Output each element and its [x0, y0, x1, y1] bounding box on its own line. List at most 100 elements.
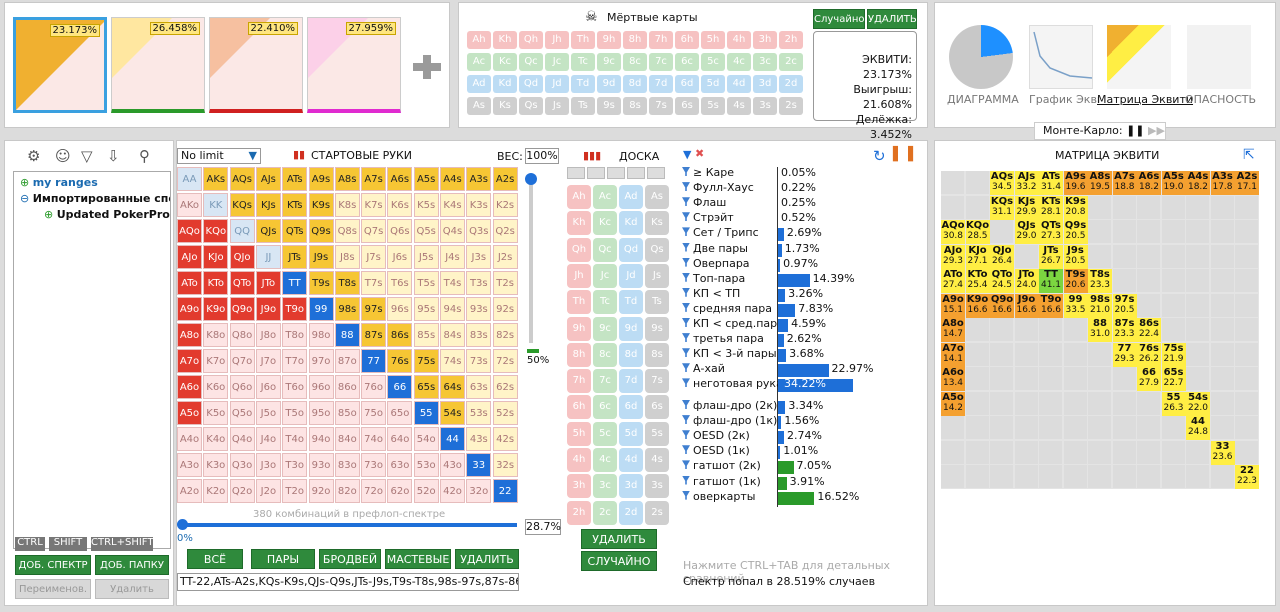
hand-cell[interactable]: A2s	[492, 167, 518, 191]
hand-cell[interactable]: T2o	[282, 479, 308, 503]
hand-cell[interactable]: 95s	[413, 297, 439, 321]
hand-cell[interactable]: 96o	[308, 375, 334, 399]
hand-cell[interactable]: 97s	[361, 297, 387, 321]
board-card[interactable]: Kh	[567, 211, 591, 236]
hand-cell[interactable]: J4o	[255, 427, 281, 451]
hand-cell[interactable]: QTs	[282, 219, 308, 243]
eq-cell[interactable]: 44 24.8	[1186, 416, 1210, 440]
hand-cell[interactable]: T3s	[466, 271, 492, 295]
dead-random-button[interactable]: Случайно	[813, 9, 865, 29]
hand-cell[interactable]: 54s	[440, 401, 465, 425]
hand-cell[interactable]: 72s	[492, 349, 518, 373]
board-card[interactable]: As	[645, 185, 669, 209]
hand-cell[interactable]: AKo	[177, 193, 202, 217]
dead-card[interactable]: Td	[571, 75, 595, 93]
hand-cell[interactable]: 53s	[466, 401, 492, 425]
eq-cell[interactable]: K9o 16.6	[965, 293, 990, 318]
hand-cell[interactable]: KK	[203, 193, 229, 217]
board-card[interactable]: Jc	[593, 263, 617, 288]
board-card[interactable]: 7s	[645, 369, 669, 394]
hand-cell[interactable]: A5o	[177, 401, 202, 425]
eq-cell[interactable]: A8o 14.7	[941, 318, 965, 342]
hand-cell[interactable]: TT	[282, 271, 308, 295]
hand-cell[interactable]: 83o	[334, 453, 360, 477]
dead-card[interactable]: 5d	[701, 75, 725, 93]
dead-card[interactable]: 4d	[727, 75, 751, 93]
eq-cell[interactable]: QJo 26.4	[990, 244, 1014, 269]
hand-cell[interactable]: J5o	[255, 401, 281, 425]
range-slot-3[interactable]: 22.410%	[209, 17, 303, 113]
dead-card[interactable]: 2s	[779, 97, 803, 115]
hand-cell[interactable]: JTs	[282, 245, 308, 269]
dead-card[interactable]: 7c	[649, 53, 673, 71]
hand-cell[interactable]: K9o	[203, 297, 229, 321]
dead-card[interactable]: 6s	[675, 97, 699, 115]
stat-row[interactable]: Флаш	[682, 196, 726, 211]
hand-cell[interactable]: 63s	[466, 375, 492, 399]
eq-cell[interactable]: K9s 20.8	[1063, 195, 1088, 220]
hand-cell[interactable]: T5o	[282, 401, 308, 425]
stat-row[interactable]: Топ-пара	[682, 272, 745, 287]
board-card[interactable]: 8h	[567, 342, 591, 367]
dead-card[interactable]: 7s	[649, 97, 673, 115]
eq-cell[interactable]: AJo 29.3	[941, 244, 965, 269]
hand-cell[interactable]: 66	[387, 375, 413, 399]
hand-cell[interactable]: Q6o	[229, 375, 255, 399]
eq-cell[interactable]: QJs 29.0	[1014, 220, 1039, 244]
weight-input[interactable]: 100%	[525, 148, 559, 164]
range-slot-2[interactable]: 26.458%	[111, 17, 205, 113]
danger-tab[interactable]: ОПАСНОСТЬ	[1185, 93, 1257, 106]
hand-cell[interactable]: T7o	[282, 349, 308, 373]
hand-cell[interactable]: J6o	[255, 375, 281, 399]
eq-cell[interactable]: KJs 29.9	[1014, 195, 1039, 220]
dead-card[interactable]: Jc	[545, 53, 569, 71]
dead-card[interactable]: 8s	[623, 97, 647, 115]
eq-cell[interactable]: QTs 27.3	[1039, 220, 1063, 244]
hand-cell[interactable]: 84s	[440, 323, 465, 347]
stat-row[interactable]: Две пары	[682, 242, 748, 257]
select-broadway-button[interactable]: БРОДВЕЙ	[319, 549, 381, 569]
stat-row[interactable]: КП < ТП	[682, 287, 740, 302]
refresh-icon[interactable]: ↻	[873, 147, 886, 165]
hand-cell[interactable]: A3s	[466, 167, 492, 191]
dead-card[interactable]: 3s	[753, 97, 777, 115]
hand-cell[interactable]: 82s	[492, 323, 518, 347]
board-random-button[interactable]: СЛУЧАЙНО	[581, 551, 657, 571]
hand-cell[interactable]: T8s	[334, 271, 360, 295]
hand-cell[interactable]: T4o	[282, 427, 308, 451]
eq-cell[interactable]: KJo 27.1	[965, 244, 990, 269]
eq-cell[interactable]: A3s 17.8	[1210, 171, 1235, 195]
user-icon[interactable]: ☺	[55, 147, 71, 165]
hand-cell[interactable]: 75s	[413, 349, 439, 373]
hand-cell[interactable]: J2o	[255, 479, 281, 503]
eq-cell[interactable]: KQo 28.5	[965, 220, 990, 244]
hand-cell[interactable]: 73o	[361, 453, 387, 477]
board-card[interactable]: 2d	[619, 500, 643, 525]
board-card[interactable]: 3c	[593, 474, 617, 499]
hand-cell[interactable]: KTs	[282, 193, 308, 217]
eq-cell[interactable]: 54s 22.0	[1186, 391, 1210, 416]
hand-cell[interactable]: 98o	[308, 323, 334, 347]
hand-cell[interactable]: T9s	[308, 271, 334, 295]
hand-cell[interactable]: 42s	[492, 427, 518, 451]
dead-card[interactable]: Th	[571, 31, 595, 49]
hand-cell[interactable]: 53o	[413, 453, 439, 477]
board-card[interactable]: 7h	[567, 369, 591, 394]
board-card[interactable]: 7c	[593, 369, 617, 394]
hand-cell[interactable]: 43s	[466, 427, 492, 451]
eq-cell[interactable]: JTs 26.7	[1039, 244, 1063, 269]
hand-cell[interactable]: 63o	[387, 453, 413, 477]
hand-cell[interactable]: 92s	[492, 297, 518, 321]
eq-cell[interactable]: 22 22.3	[1235, 465, 1259, 489]
add-range-icon[interactable]	[413, 55, 441, 79]
bar-chart-icon[interactable]: ▌▐	[893, 147, 913, 162]
dead-card[interactable]: 6h	[675, 31, 699, 49]
dead-card[interactable]: Jd	[545, 75, 569, 93]
board-card[interactable]: 4c	[593, 448, 617, 472]
dead-card[interactable]: 3c	[753, 53, 777, 71]
eq-cell[interactable]: 97s 20.5	[1112, 293, 1137, 318]
hand-cell[interactable]: J8s	[334, 245, 360, 269]
hand-cell[interactable]: QJs	[255, 219, 281, 243]
hand-cell[interactable]: QTo	[229, 271, 255, 295]
eq-cell[interactable]: T8s 23.3	[1088, 269, 1112, 293]
